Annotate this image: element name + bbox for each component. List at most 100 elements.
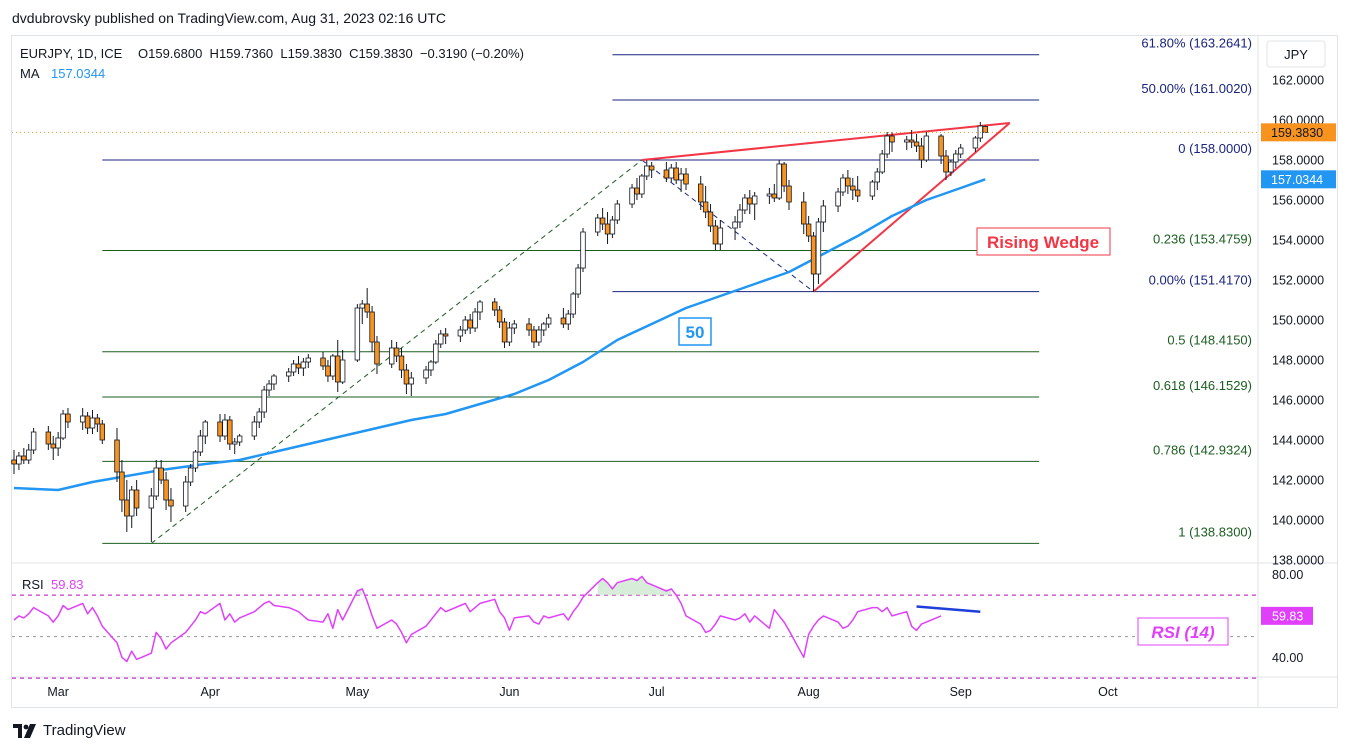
fib-base-line bbox=[151, 159, 643, 544]
tradingview-logo[interactable]: TradingView bbox=[13, 722, 126, 739]
ma-period-box bbox=[678, 317, 712, 346]
candle-body bbox=[879, 153, 885, 173]
candle-body bbox=[457, 329, 464, 337]
candle-body bbox=[388, 347, 395, 365]
candle-body bbox=[747, 197, 753, 205]
price-tick-label: 152.0000 bbox=[1272, 274, 1324, 288]
candle-body bbox=[678, 173, 684, 181]
candle-body bbox=[442, 333, 449, 337]
price-tick-label: 144.0000 bbox=[1272, 434, 1324, 448]
candle-body bbox=[50, 443, 56, 449]
price-tick-label: 162.0000 bbox=[1272, 74, 1324, 88]
fib-label: 0.5 (148.4150) bbox=[1167, 333, 1252, 348]
candle-body bbox=[182, 481, 189, 507]
candle-body bbox=[840, 177, 846, 193]
candle-body bbox=[65, 413, 71, 423]
candle-body bbox=[438, 333, 444, 345]
candle-body bbox=[668, 167, 674, 179]
moving-average bbox=[13, 178, 986, 492]
candle-body bbox=[325, 365, 331, 377]
rsi-overbought-fill bbox=[357, 588, 363, 596]
candle-body bbox=[21, 455, 27, 461]
legend-ma-value: 157.0344 bbox=[51, 66, 105, 81]
time-tick-label: Jun bbox=[499, 685, 519, 699]
candle-body bbox=[295, 363, 302, 369]
rsi-tick-label: 40.00 bbox=[1272, 651, 1303, 665]
candle-body bbox=[335, 355, 341, 383]
chart-frame[interactable] bbox=[11, 35, 1338, 708]
candle-body bbox=[30, 431, 37, 451]
candle-body bbox=[45, 431, 52, 445]
currency-button[interactable] bbox=[1266, 40, 1326, 68]
candle-body bbox=[717, 227, 724, 245]
candle-body bbox=[320, 357, 326, 367]
candle-body bbox=[531, 329, 537, 343]
candle-body bbox=[261, 389, 267, 413]
candle-body bbox=[801, 201, 807, 225]
candle-body bbox=[835, 191, 841, 207]
candle-body bbox=[227, 419, 233, 445]
candle-body bbox=[472, 311, 478, 329]
candle-body bbox=[609, 219, 616, 235]
candle-body bbox=[84, 415, 91, 429]
legend-ohlc: O159.6800 H159.7360 L159.3830 C159.3830 … bbox=[138, 46, 524, 61]
price-tick-label: 148.0000 bbox=[1272, 354, 1324, 368]
time-axis[interactable]: Mar Apr May Jun Jul Aug Sep Oct bbox=[47, 685, 1118, 699]
candle-body bbox=[776, 163, 782, 199]
rsi-legend-value: 59.83 bbox=[51, 577, 84, 592]
fib-label: 0.786 (142.9324) bbox=[1153, 442, 1252, 457]
candle-body bbox=[948, 161, 954, 173]
trend-lines bbox=[151, 122, 1011, 544]
candle-body bbox=[869, 181, 876, 197]
candle-body bbox=[114, 439, 120, 473]
candle-body bbox=[300, 361, 307, 369]
price-axis[interactable]: 162.0000160.0000158.0000156.0000154.0000… bbox=[1261, 74, 1336, 665]
candle-body bbox=[781, 163, 787, 187]
last-price-marker bbox=[1261, 123, 1336, 142]
candle-body bbox=[972, 137, 979, 149]
candle-body bbox=[634, 187, 640, 195]
candle-body bbox=[595, 217, 601, 233]
price-tick-label: 156.0000 bbox=[1272, 194, 1324, 208]
rsi-title-label: RSI (14) bbox=[1151, 623, 1215, 642]
candle-body bbox=[290, 363, 297, 373]
candle-body bbox=[359, 303, 365, 309]
candle-body bbox=[742, 197, 748, 211]
ma-price-marker bbox=[1261, 170, 1336, 189]
candle-body bbox=[477, 301, 483, 313]
candle-body bbox=[953, 153, 959, 163]
candle-body bbox=[560, 317, 567, 325]
time-tick-label: Apr bbox=[200, 685, 219, 699]
rsi-value-marker bbox=[1261, 606, 1313, 625]
candle-body bbox=[511, 323, 518, 329]
time-tick-label: Oct bbox=[1098, 685, 1118, 699]
candle-body bbox=[923, 135, 930, 161]
fib-base-line bbox=[641, 159, 814, 293]
candle-body bbox=[820, 205, 827, 223]
publisher-caption: dvdubrovsky published on TradingView.com… bbox=[12, 10, 447, 26]
candle-body bbox=[545, 317, 552, 325]
time-tick-label: Jul bbox=[649, 685, 665, 699]
candle-body bbox=[707, 211, 714, 227]
currency-button-label: JPY bbox=[1284, 47, 1308, 62]
candle-body bbox=[766, 193, 773, 197]
candle-body bbox=[354, 307, 361, 361]
candle-body bbox=[60, 413, 66, 439]
rsi-tick-label: 80.00 bbox=[1272, 568, 1303, 582]
candle-body bbox=[393, 347, 400, 357]
candle-body bbox=[99, 423, 105, 441]
candle-body bbox=[11, 459, 17, 465]
price-tick-label: 158.0000 bbox=[1272, 154, 1324, 168]
fib-label: 0.00% (151.4170) bbox=[1149, 273, 1252, 288]
candle-body bbox=[364, 303, 370, 313]
candle-body bbox=[16, 455, 22, 465]
candle-body bbox=[599, 217, 606, 225]
candle-body bbox=[153, 467, 159, 497]
candle-body bbox=[913, 141, 920, 147]
candle-body bbox=[845, 177, 851, 187]
candle-body bbox=[119, 471, 125, 501]
candle-body bbox=[957, 147, 964, 155]
candles bbox=[11, 122, 988, 542]
candle-body bbox=[187, 467, 194, 483]
